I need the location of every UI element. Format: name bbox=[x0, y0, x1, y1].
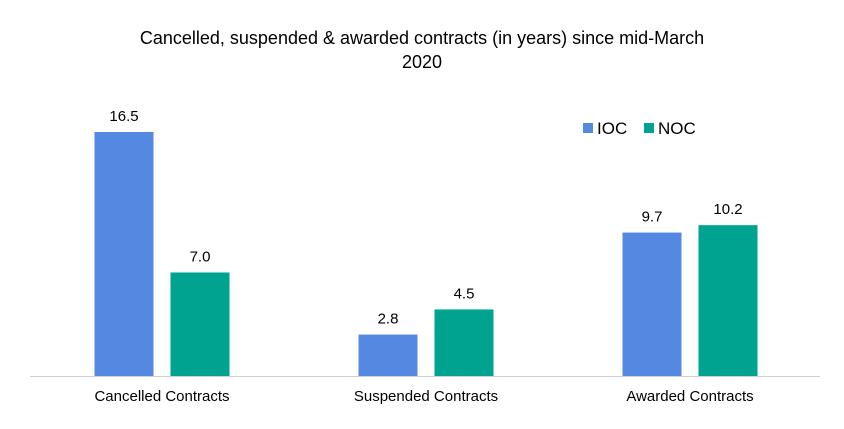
x-tick-label: Awarded Contracts bbox=[626, 388, 753, 405]
data-label: 4.5 bbox=[454, 285, 475, 302]
bar-ioc bbox=[94, 132, 154, 376]
x-tick-label: Suspended Contracts bbox=[354, 388, 498, 405]
legend-swatch-ioc bbox=[583, 123, 593, 133]
data-label: 2.8 bbox=[378, 311, 399, 328]
data-label: 16.5 bbox=[109, 108, 138, 125]
x-tick-label: Cancelled Contracts bbox=[94, 388, 229, 405]
legend-swatch-noc bbox=[644, 123, 654, 133]
legend: IOC NOC bbox=[583, 119, 696, 138]
bar-ioc bbox=[358, 334, 418, 376]
legend-label-ioc: IOC bbox=[597, 119, 627, 138]
data-label: 9.7 bbox=[642, 209, 663, 226]
bar-noc bbox=[698, 225, 758, 376]
data-label: 10.2 bbox=[713, 201, 742, 218]
legend-label-noc: NOC bbox=[658, 119, 696, 138]
bar-ioc bbox=[622, 232, 682, 376]
data-label: 7.0 bbox=[190, 248, 211, 265]
bar-noc bbox=[170, 272, 230, 376]
bar-noc bbox=[434, 309, 494, 376]
chart-title-line-1: Cancelled, suspended & awarded contracts… bbox=[140, 28, 704, 48]
chart-title-line-2: 2020 bbox=[402, 52, 442, 72]
